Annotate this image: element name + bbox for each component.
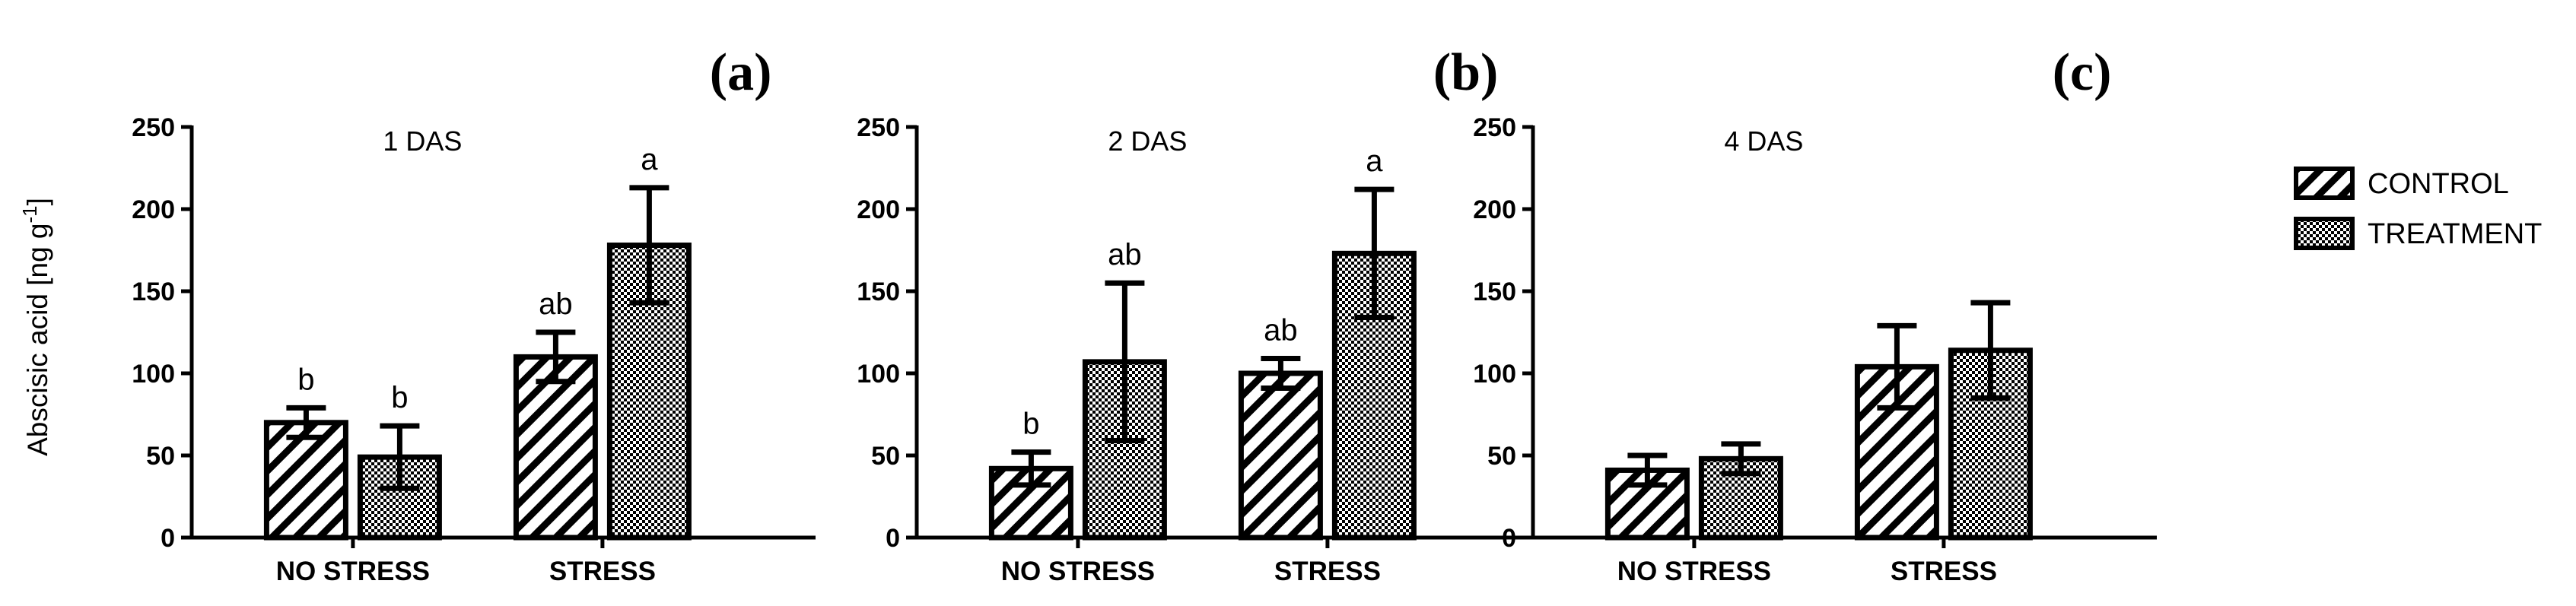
significance-letter: b (1022, 408, 1039, 441)
bar-control (1238, 370, 1323, 541)
y-tick-label: 0 (161, 524, 175, 553)
panel-label: (c) (2053, 43, 2112, 102)
y-tick-label: 100 (1473, 360, 1516, 389)
significance-letter: a (1366, 144, 1383, 178)
chart-title: 2 DAS (1108, 125, 1187, 157)
significance-letter: a (641, 143, 658, 176)
x-tick-label: STRESS (1274, 557, 1381, 586)
panel-label: (b) (1433, 43, 1499, 102)
x-tick-label: NO STRESS (276, 557, 430, 586)
significance-letter: ab (539, 287, 573, 321)
y-tick-label: 200 (857, 195, 900, 224)
y-tick-label: 250 (1473, 113, 1516, 142)
panel-1: 0 50 100 150 200 250 1 DAS (a) NO STRESS STRESS b a… (132, 43, 816, 586)
significance-letter: b (391, 381, 408, 414)
x-tick-label: STRESS (1891, 557, 1997, 586)
panel-label: (a) (710, 43, 772, 102)
significance-letter: b (297, 363, 314, 396)
significance-letter: ab (1108, 238, 1142, 271)
y-tick-label: 150 (132, 278, 175, 306)
y-tick-label: 0 (1502, 524, 1516, 553)
y-tick-label: 50 (146, 442, 175, 471)
y-tick-label: 50 (1487, 442, 1516, 471)
y-tick-label: 150 (1473, 278, 1516, 306)
panel-3: 0 50 100 150 200 250 4 DAS (c) NO STRESS STRESS (1473, 43, 2157, 586)
x-tick-label: NO STRESS (1617, 557, 1771, 586)
x-tick-label: NO STRESS (1001, 557, 1155, 586)
y-tick-label: 50 (871, 442, 900, 471)
y-tick-label: 0 (886, 524, 900, 553)
significance-letter: ab (1264, 314, 1298, 347)
chart-title: 4 DAS (1724, 125, 1803, 157)
y-tick-label: 200 (1473, 195, 1516, 224)
chart-title: 1 DAS (383, 125, 462, 157)
bar-treatment (357, 454, 442, 541)
legend-label-treatment: TREATMENT (2368, 218, 2542, 250)
legend-label-control: CONTROL (2368, 168, 2509, 200)
panel-2: 0 50 100 150 200 250 2 DAS (b) NO STRESS STRESS b a… (857, 43, 1541, 586)
y-tick-label: 100 (132, 360, 175, 389)
y-tick-label: 200 (132, 195, 175, 224)
legend-swatch-control (2294, 167, 2355, 200)
legend-swatch-treatment (2294, 217, 2355, 250)
y-tick-label: 150 (857, 278, 900, 306)
legend: CONTROL TREATMENT (2294, 167, 2542, 250)
y-axis-label: Abscisic acid [ng g-1] (18, 198, 53, 456)
x-tick-label: STRESS (549, 557, 656, 586)
y-tick-label: 250 (132, 113, 175, 142)
y-tick-label: 250 (857, 113, 900, 142)
y-tick-label: 100 (857, 360, 900, 389)
